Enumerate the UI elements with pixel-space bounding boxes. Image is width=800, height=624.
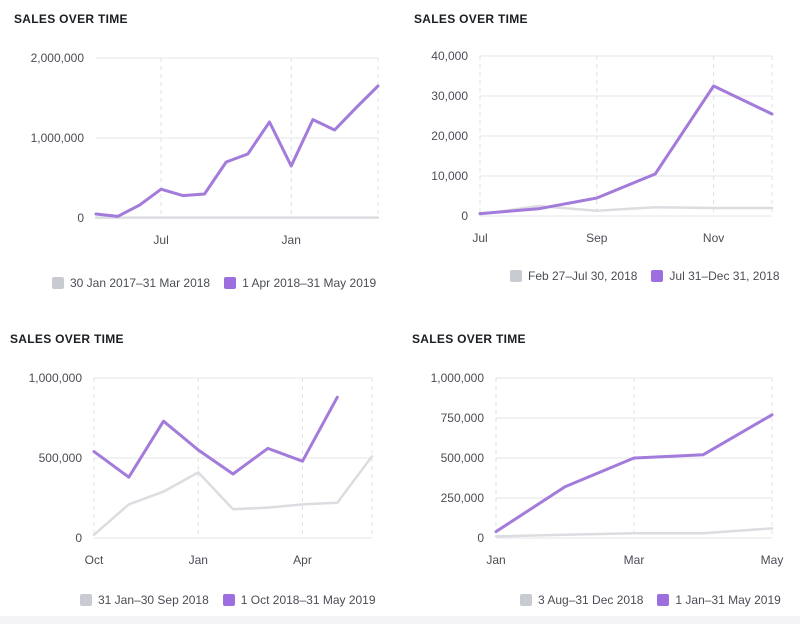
x-tick-label: Sep — [586, 231, 608, 245]
y-tick-label: 500,000 — [39, 451, 83, 465]
chart-svg: 0 1,000,000 2,000,000 Jul Jan — [31, 51, 380, 247]
legend-swatch-current — [651, 270, 664, 282]
legend-item-previous[interactable]: 3 Aug–31 Dec 2018 — [520, 593, 643, 607]
y-tick-label: 2,000,000 — [31, 51, 85, 65]
y-tick-label: 250,000 — [441, 491, 485, 505]
series-line-current — [494, 413, 774, 534]
y-tick-label: 30,000 — [431, 89, 468, 103]
legend-item-previous[interactable]: Feb 27–Jul 30, 2018 — [510, 269, 637, 283]
y-tick-label: 0 — [75, 531, 82, 545]
legend-label: 1 Jan–31 May 2019 — [675, 593, 781, 607]
chart-panel-1: SALES OVER TIME 0 1,000,000 2,000,000 Jul Ja… — [0, 0, 400, 310]
y-tick-label: 1,000,000 — [431, 371, 485, 385]
x-tick-label: Jul — [153, 233, 168, 247]
chart-legend: 31 Jan–30 Sep 2018 1 Oct 2018–31 May 201… — [80, 593, 376, 607]
chart-svg: 0 10,000 20,000 30,000 40,000 Jul Sep Nov — [431, 49, 774, 245]
legend-swatch-current — [657, 594, 670, 606]
series-line-previous — [92, 455, 374, 537]
x-tick-label: Jan — [189, 553, 208, 567]
series-line-previous — [478, 204, 774, 216]
series-line-previous — [494, 527, 774, 538]
legend-label: Jul 31–Dec 31, 2018 — [669, 269, 780, 283]
y-tick-label: 0 — [461, 209, 468, 223]
y-tick-label: 10,000 — [431, 169, 468, 183]
y-tick-label: 0 — [77, 211, 84, 225]
legend-item-previous[interactable]: 30 Jan 2017–31 Mar 2018 — [52, 276, 210, 290]
legend-swatch-current — [222, 594, 235, 606]
legend-swatch-previous — [510, 270, 522, 282]
y-tick-label: 1,000,000 — [31, 131, 85, 145]
legend-label: 1 Oct 2018–31 May 2019 — [240, 593, 376, 607]
chart-legend: 3 Aug–31 Dec 2018 1 Jan–31 May 2019 — [520, 593, 781, 607]
chart-panel-3: SALES OVER TIME 0 500,000 1,000,000 Oct Jan A… — [0, 318, 400, 624]
chart-title: SALES OVER TIME — [414, 12, 528, 26]
x-tick-label: Oct — [85, 553, 104, 567]
legend-item-current[interactable]: 1 Apr 2018–31 May 2019 — [224, 276, 376, 290]
y-tick-label: 750,000 — [441, 411, 485, 425]
y-tick-label: 500,000 — [441, 451, 485, 465]
legend-label: 3 Aug–31 Dec 2018 — [538, 593, 644, 607]
x-tick-label: Nov — [703, 231, 724, 245]
legend-swatch-previous — [80, 594, 92, 606]
x-tick-label: Jan — [486, 553, 505, 567]
y-tick-label: 0 — [477, 531, 484, 545]
chart-title: SALES OVER TIME — [10, 332, 124, 346]
chart-title: SALES OVER TIME — [412, 332, 526, 346]
legend-item-previous[interactable]: 31 Jan–30 Sep 2018 — [80, 593, 209, 607]
legend-label: 30 Jan 2017–31 Mar 2018 — [70, 276, 211, 290]
x-tick-label: Mar — [624, 553, 645, 567]
chart-legend: Feb 27–Jul 30, 2018 Jul 31–Dec 31, 2018 — [510, 269, 780, 283]
y-tick-label: 1,000,000 — [29, 371, 83, 385]
legend-label: 1 Apr 2018–31 May 2019 — [242, 276, 377, 290]
legend-item-current[interactable]: 1 Jan–31 May 2019 — [657, 593, 781, 607]
legend-item-current[interactable]: 1 Oct 2018–31 May 2019 — [222, 593, 376, 607]
legend-label: Feb 27–Jul 30, 2018 — [528, 269, 638, 283]
legend-swatch-previous — [520, 594, 532, 606]
chart-svg: 0 500,000 1,000,000 Oct Jan Apr — [29, 371, 374, 567]
y-tick-label: 20,000 — [431, 129, 468, 143]
chart-title: SALES OVER TIME — [14, 12, 128, 26]
series-line-current — [478, 84, 774, 216]
x-tick-label: Apr — [293, 553, 312, 567]
y-tick-label: 40,000 — [431, 49, 468, 63]
chart-svg: 0 250,000 500,000 750,000 1,000,000 Jan Mar May — [431, 371, 784, 567]
series-line-current — [94, 84, 380, 218]
x-tick-label: May — [761, 553, 784, 567]
chart-panel-4: SALES OVER TIME 0 250,000 500,000 750,000 1,… — [400, 318, 800, 624]
window-bottom-border — [0, 616, 800, 624]
legend-swatch-current — [224, 277, 237, 289]
chart-legend: 30 Jan 2017–31 Mar 2018 1 Apr 2018–31 Ma… — [52, 276, 376, 290]
legend-label: 31 Jan–30 Sep 2018 — [98, 593, 209, 607]
x-tick-label: Jul — [472, 231, 487, 245]
legend-swatch-previous — [52, 277, 64, 289]
legend-item-current[interactable]: Jul 31–Dec 31, 2018 — [651, 269, 780, 283]
series-line-current — [92, 395, 339, 479]
chart-panel-2: SALES OVER TIME 0 10,000 20,000 30,000 40,00… — [400, 0, 800, 310]
x-tick-label: Jan — [282, 233, 301, 247]
